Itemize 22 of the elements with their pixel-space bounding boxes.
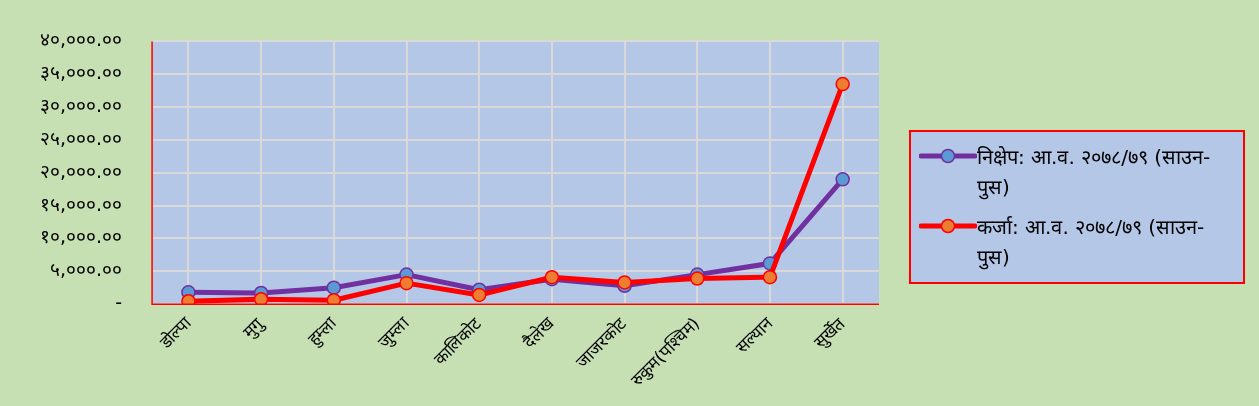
point	[399, 275, 414, 291]
point	[835, 76, 850, 92]
x-tick-label: मुगु	[238, 312, 269, 343]
legend-label: कर्जा: आ.व. २०७८/७९ (साउन-पुस)	[977, 214, 1206, 272]
point	[762, 269, 778, 285]
y-tick-label: ५,०००.००	[49, 258, 123, 281]
y-tick-label: १५,०००.००	[39, 192, 123, 215]
y-tick-label: ४०,०००.००	[39, 28, 123, 51]
legend-label: निक्षेप: आ.व. २०७८/७९ (साउन-पुस)	[977, 144, 1212, 202]
point	[690, 271, 705, 286]
y-tick-label: १०,०००.००	[39, 225, 123, 248]
point	[326, 292, 342, 305]
y-tick-label: २०,०००.००	[39, 159, 123, 182]
y-tick-label: ३५,०००.००	[39, 61, 123, 84]
point	[471, 287, 487, 303]
y-tick-label: -	[115, 291, 123, 314]
y-tick-label: २५,०००.००	[39, 126, 123, 149]
point	[326, 280, 342, 295]
point	[253, 291, 269, 305]
y-tick-label: ३०,०००.००	[39, 94, 123, 117]
point	[181, 293, 196, 305]
point	[835, 172, 850, 187]
